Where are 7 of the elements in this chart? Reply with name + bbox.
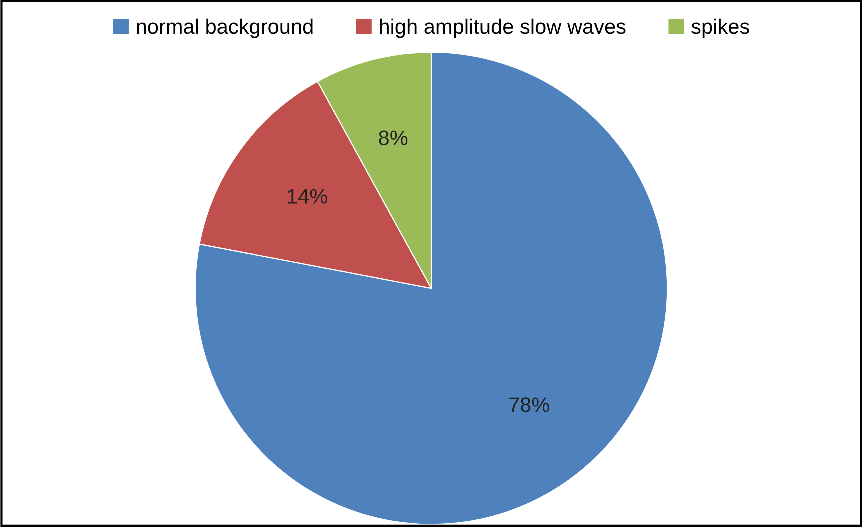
data-label: 14% — [288, 189, 328, 204]
data-label: 78% — [510, 398, 550, 412]
data-label: 8% — [379, 130, 408, 146]
legend-label: high amplitude slow waves — [380, 18, 626, 38]
pie-slice — [194, 52, 668, 526]
legend-label: spikes — [692, 18, 750, 38]
legend-label: normal background — [137, 18, 313, 38]
